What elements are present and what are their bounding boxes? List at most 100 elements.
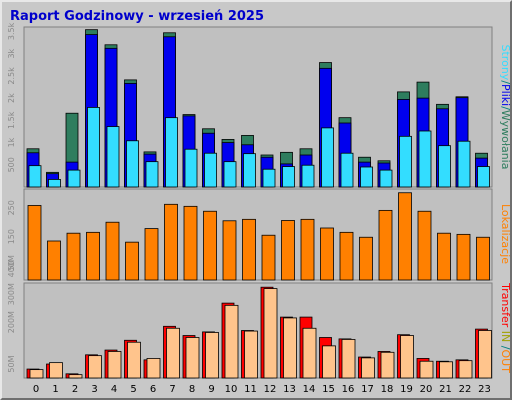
odwiedziny-bar (417, 210, 432, 281)
out-bar (361, 357, 375, 379)
x-tick-label: 11 (244, 384, 257, 395)
pliki-bar (126, 140, 139, 188)
middle-y-tick: 150 (7, 229, 16, 244)
out-bar (283, 317, 297, 379)
out-bar (400, 335, 414, 379)
bottom-side-label-part: / (499, 346, 512, 350)
odwiedziny-bar (320, 227, 334, 281)
out-bar (380, 351, 395, 379)
x-tick-label: 6 (150, 384, 156, 395)
pliki-bar (457, 140, 471, 188)
middle-y-tick: 50 (7, 260, 16, 270)
top-y-tick: 500 (7, 157, 16, 172)
top-side-label-part: Strony (499, 45, 512, 81)
odwiedziny-bar (281, 220, 295, 281)
pliki-bar (87, 107, 100, 188)
pliki-bar (48, 179, 61, 188)
out-bar (107, 351, 122, 379)
pliki-bar (418, 130, 432, 188)
chart-title: Raport Godzinowy - wrzesień 2025 (10, 9, 264, 24)
top-side-label-part: / (499, 106, 512, 110)
x-tick-label: 8 (189, 384, 195, 395)
out-bar (322, 345, 336, 379)
pliki-bar (106, 126, 120, 188)
x-tick-label: 22 (459, 384, 472, 395)
pliki-bar (262, 168, 276, 188)
odwiedziny-bar (164, 203, 178, 281)
out-bar (29, 369, 44, 379)
pliki-bar (145, 161, 159, 188)
x-tick-label: 14 (303, 384, 316, 395)
top-side-label-part: / (499, 80, 512, 84)
bottom-y-tick: 50M (7, 355, 16, 372)
x-tick-label: 13 (283, 384, 296, 395)
top-panel-frame (23, 26, 493, 188)
middle-panel-frame (23, 188, 493, 281)
odwiedziny-bar (47, 240, 61, 281)
top-y-tick: 1k (7, 137, 16, 147)
x-tick-label: 21 (439, 384, 452, 395)
top-y-tick: 2.5k (7, 67, 16, 85)
out-bar (88, 355, 102, 379)
top-y-tick: 2k (7, 93, 16, 103)
x-tick-label: 7 (169, 384, 175, 395)
x-tick-label: 10 (225, 384, 238, 395)
pliki-bar (223, 161, 237, 188)
bottom-side-label-part: OUT (499, 349, 512, 373)
x-tick-label: 23 (478, 384, 491, 395)
out-bar (146, 358, 161, 379)
pliki-bar (204, 152, 217, 188)
odwiedziny-bar (203, 210, 217, 281)
bottom-side-label-part: IN (499, 327, 512, 345)
out-bar (302, 327, 317, 379)
out-bar (263, 288, 278, 379)
odwiedziny-bar (125, 241, 139, 281)
x-tick-label: 19 (400, 384, 413, 395)
pliki-bar (477, 166, 490, 188)
x-tick-label: 17 (361, 384, 374, 395)
bottom-y-tick: 300M (7, 283, 16, 305)
odwiedziny-bar (66, 232, 81, 281)
x-tick-label: 20 (420, 384, 433, 395)
odwiedziny-bar (222, 220, 237, 281)
pliki-bar (399, 135, 412, 188)
bottom-panel-frame (23, 282, 493, 379)
pliki-bar (301, 164, 315, 188)
pliki-bar (28, 165, 42, 188)
pliki-bar (340, 152, 354, 188)
odwiedziny-bar (339, 231, 354, 281)
out-bar (68, 374, 83, 379)
x-tick-label: 5 (130, 384, 136, 395)
out-bar (478, 330, 492, 379)
odwiedziny-bar (86, 231, 100, 281)
out-bar (185, 337, 200, 379)
out-bar (224, 304, 239, 379)
odwiedziny-bar (437, 232, 451, 281)
x-tick-label: 4 (111, 384, 117, 395)
out-bar (244, 330, 258, 379)
pliki-bar (379, 169, 393, 188)
x-tick-label: 12 (264, 384, 277, 395)
pliki-bar (165, 117, 178, 188)
pliki-bar (67, 169, 81, 188)
pliki-bar (184, 148, 198, 188)
x-tick-label: 9 (208, 384, 214, 395)
bottom-side-label: Transfer IN /OUT (499, 282, 512, 373)
x-tick-label: 2 (72, 384, 78, 395)
out-bar (166, 327, 180, 379)
top-side-label: Strony/Pliki/Wywołania (499, 45, 512, 170)
pliki-bar (438, 145, 451, 188)
odwiedziny-bar (144, 228, 159, 281)
out-bar (458, 360, 473, 379)
bottom-y-tick: 200M (7, 311, 16, 333)
bottom-side-label-part: Transfer (499, 282, 512, 328)
odwiedziny-bar (456, 233, 471, 281)
x-tick-label: 3 (91, 384, 97, 395)
top-y-tick: 3k (7, 48, 16, 58)
odwiedziny-bar (27, 205, 42, 281)
odwiedziny-bar (300, 218, 315, 281)
pliki-bar (243, 153, 256, 188)
pliki-bar (360, 166, 373, 188)
pliki-bar (282, 166, 295, 188)
